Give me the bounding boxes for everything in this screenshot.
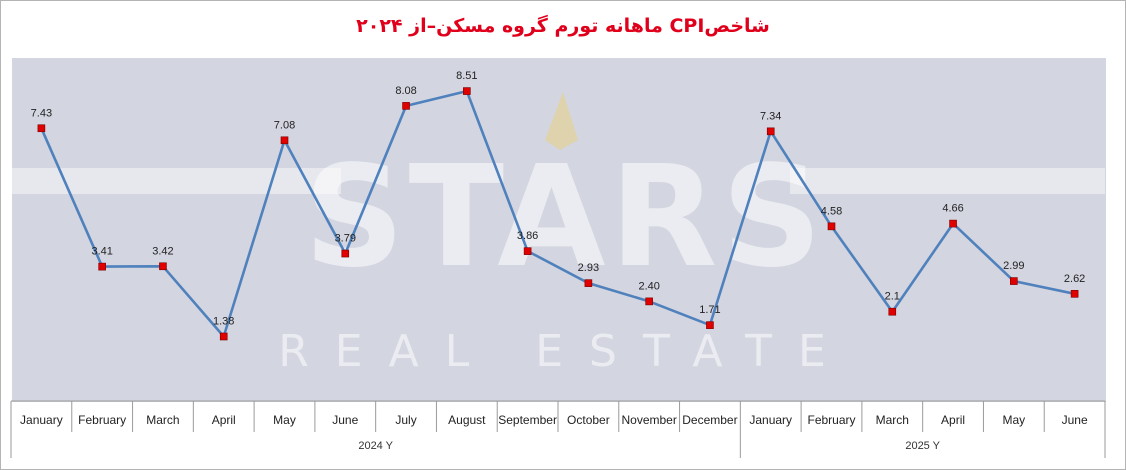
data-label: 3.79 <box>335 233 356 245</box>
data-label: 3.41 <box>91 246 112 258</box>
data-point <box>280 136 289 145</box>
x-tick-label: January <box>20 413 63 427</box>
x-group-label: 2024 Y <box>358 440 393 452</box>
x-tick-label: February <box>78 413 126 427</box>
series-line <box>40 89 1075 338</box>
data-point <box>827 222 836 231</box>
x-tick-label: July <box>395 413 416 427</box>
data-point <box>1070 290 1079 298</box>
data-point <box>463 87 471 95</box>
data-label: 2.40 <box>638 280 659 292</box>
watermark-star-icon <box>545 92 578 150</box>
data-label: 8.51 <box>456 70 477 82</box>
x-tick-label: May <box>1002 413 1025 427</box>
data-label: 3.86 <box>517 230 538 242</box>
chart-title: شاخصCPI ماهانه تورم گروه مسکن–از ۲۰۲۴ <box>356 15 770 37</box>
watermark-tagline: REAL ESTATE <box>278 326 852 377</box>
x-tick-label: June <box>332 413 358 427</box>
data-label: 8.08 <box>395 85 416 97</box>
data-label: 2.1 <box>885 291 900 303</box>
data-label: 7.34 <box>760 110 781 122</box>
data-point <box>402 102 410 110</box>
data-point <box>584 279 593 287</box>
data-label: 2.93 <box>578 262 599 274</box>
data-label: 7.43 <box>31 107 52 119</box>
x-tick-label: February <box>807 413 855 427</box>
x-tick-label: December <box>682 413 737 427</box>
x-group-label: 2025 Y <box>905 440 940 452</box>
data-point <box>159 262 167 271</box>
data-point <box>645 297 653 306</box>
x-tick-label: April <box>212 413 236 427</box>
data-point <box>219 332 228 341</box>
x-tick-label: September <box>498 413 557 427</box>
data-label: 7.08 <box>274 119 295 131</box>
watermark-band-right <box>790 168 1105 194</box>
data-point <box>98 262 106 271</box>
x-tick-label: May <box>273 413 296 427</box>
data-label: 4.66 <box>942 203 963 215</box>
watermark-band-left <box>11 168 341 194</box>
x-tick-label: March <box>876 413 909 427</box>
data-point <box>888 307 897 316</box>
data-label: 2.62 <box>1064 273 1085 285</box>
data-label: 4.58 <box>821 205 842 217</box>
data-point <box>341 249 350 258</box>
data-label: 2.99 <box>1003 260 1024 272</box>
data-point <box>766 127 775 136</box>
data-label: 3.42 <box>152 245 173 257</box>
x-tick-label: November <box>621 413 676 427</box>
x-tick-label: October <box>567 413 610 427</box>
data-point <box>523 247 532 255</box>
x-tick-label: January <box>749 413 792 427</box>
x-tick-label: June <box>1062 413 1088 427</box>
data-point <box>37 124 46 133</box>
data-label: 1.71 <box>699 304 720 316</box>
data-point <box>949 219 957 228</box>
data-point <box>706 321 714 329</box>
data-point <box>1010 277 1018 285</box>
x-tick-label: April <box>941 413 965 427</box>
watermark-brand: STARS <box>304 136 826 299</box>
x-tick-label: August <box>448 413 486 427</box>
data-label: 1.38 <box>213 315 234 327</box>
x-tick-label: March <box>146 413 179 427</box>
